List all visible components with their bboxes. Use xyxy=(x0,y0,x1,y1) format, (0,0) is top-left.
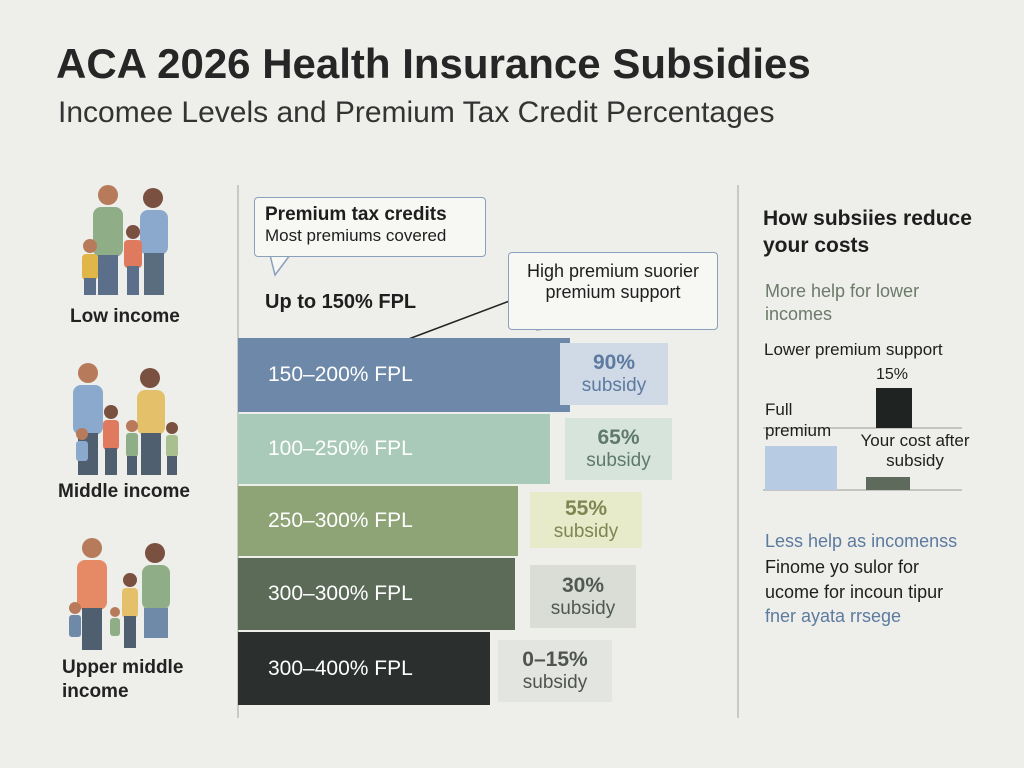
subsidy-value: 90% xyxy=(592,351,636,374)
subsidy-box: 30% subsidy xyxy=(530,565,636,628)
subsidy-value: 0–15% xyxy=(522,648,588,671)
subsidy-value: 55% xyxy=(564,497,608,520)
tier-label: 250–300% FPL xyxy=(268,509,413,532)
subsidy-box: 65% subsidy xyxy=(565,418,672,480)
subsidy-box: 55% subsidy xyxy=(530,492,642,548)
subsidy-box: 0–15% subsidy xyxy=(498,640,612,702)
callout-text: High premium suorier xyxy=(526,261,700,281)
subsidy-note: subsidy xyxy=(553,521,619,543)
percent-label: 15% xyxy=(876,366,909,383)
side-text: fner ayata rrsege xyxy=(765,606,902,626)
side-text: ucome for incoun tipur xyxy=(765,582,944,602)
side-text: Lower premium support xyxy=(764,340,943,359)
tier-label: 100–250% FPL xyxy=(268,437,413,460)
subsidy-note: subsidy xyxy=(550,597,616,619)
tier-bar: 150–200% FPL xyxy=(238,338,570,412)
callout-pointer xyxy=(269,254,291,277)
family-icon xyxy=(69,538,170,650)
top-label: Up to 150% FPL xyxy=(265,291,417,313)
tier-label: 300–300% FPL xyxy=(268,582,413,605)
callout-text: premium support xyxy=(545,282,681,302)
group-label: Low income xyxy=(70,306,180,327)
group-label: Middle income xyxy=(58,481,190,502)
subsidy-note: subsidy xyxy=(586,450,651,472)
tier-bar: 100–250% FPL xyxy=(238,414,550,484)
callout: High premium suorier premium support xyxy=(508,252,718,330)
family-icon xyxy=(73,363,178,475)
tier-bar: 300–400% FPL xyxy=(238,632,490,705)
tier-label: 300–400% FPL xyxy=(268,656,413,680)
percent-bar xyxy=(876,388,912,428)
subsidy-box: 90% subsidy xyxy=(560,343,668,405)
subsidy-note: subsidy xyxy=(522,672,588,694)
cost-label: Your cost after subsidy xyxy=(860,431,970,470)
group-label: Upper middle income xyxy=(62,657,184,702)
side-text: Finome yo sulor for xyxy=(765,557,920,577)
tier-bar: 250–300% FPL xyxy=(238,486,518,556)
callout-title: Premium tax credits xyxy=(265,204,447,225)
subsidy-value: 30% xyxy=(561,573,605,597)
subtitle: Incomee Levels and Premium Tax Credit Pe… xyxy=(58,96,775,129)
cost-bar xyxy=(866,477,910,490)
subsidy-value: 65% xyxy=(597,426,640,449)
side-title: How subsiies reduce your costs xyxy=(763,207,972,257)
leader-line xyxy=(389,296,521,347)
side-text: Less help as incomenss xyxy=(765,531,958,551)
full-premium-label: Full premium xyxy=(765,400,832,440)
callout: Premium tax credits Most premiums covere… xyxy=(254,197,486,257)
tier-label: 150–200% FPL xyxy=(268,363,413,386)
tier-bar: 300–300% FPL xyxy=(238,558,515,630)
side-text: More help for lower incomes xyxy=(765,281,920,324)
full-premium-bar xyxy=(765,446,837,490)
callout-text: Most premiums covered xyxy=(265,226,447,245)
family-icon xyxy=(82,185,168,295)
subsidy-note: subsidy xyxy=(581,375,647,397)
title: ACA 2026 Health Insurance Subsidies xyxy=(56,40,811,87)
